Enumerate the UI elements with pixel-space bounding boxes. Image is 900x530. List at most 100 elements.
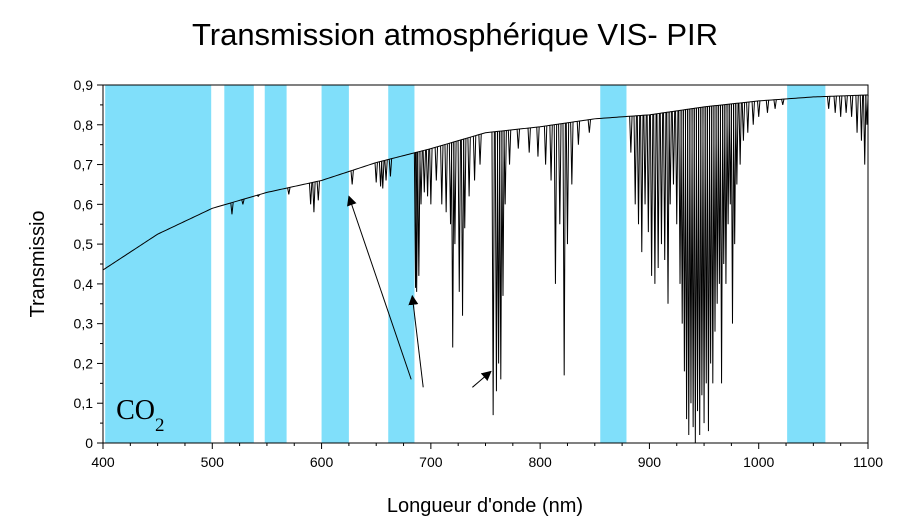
x-tick-label: 1100 <box>853 454 883 470</box>
absorption-line <box>704 106 708 384</box>
y-axis-ticks: 0 0,1 0,2 0,3 0,4 0,5 0,6 0,7 0,8 0,9 <box>74 77 103 451</box>
absorption-line <box>726 104 730 225</box>
absorption-line <box>457 140 461 292</box>
absorption-line <box>429 148 433 205</box>
highlight-band <box>224 85 254 443</box>
absorption-line <box>536 126 540 157</box>
absorption-line <box>668 111 672 205</box>
absorption-line <box>425 149 430 197</box>
co2-arrow <box>472 370 492 388</box>
absorption-line <box>691 108 695 428</box>
absorption-line <box>675 110 679 225</box>
absorption-line <box>384 160 388 181</box>
absorption-line <box>308 182 313 205</box>
absorption-line <box>732 103 737 245</box>
absorption-line <box>730 103 735 324</box>
y-tick-label: 0,3 <box>74 316 94 332</box>
absorption-line <box>451 142 455 348</box>
y-tick-label: 0,5 <box>74 236 94 252</box>
absorption-line <box>417 151 421 276</box>
absorption-line <box>463 138 467 229</box>
y-tick-label: 0,1 <box>74 395 94 411</box>
absorption-line <box>496 131 501 364</box>
absorption-line <box>636 115 641 225</box>
absorption-line <box>838 95 843 117</box>
absorption-line <box>833 96 837 113</box>
absorption-line <box>350 170 354 185</box>
y-tick-label: 0 <box>85 435 93 451</box>
absorption-line <box>374 162 378 183</box>
absorption-line <box>527 127 531 153</box>
absorption-line <box>781 99 785 105</box>
absorption-line <box>724 104 728 284</box>
absorption-line <box>460 139 465 316</box>
absorption-line <box>859 95 864 141</box>
absorption-line <box>653 114 657 284</box>
absorption-line <box>241 199 245 205</box>
absorption-line <box>844 95 848 113</box>
transmission-series <box>102 94 869 444</box>
absorption-line <box>453 141 457 245</box>
absorption-line <box>722 104 726 265</box>
x-tick-label: 1000 <box>743 454 774 470</box>
absorption-line <box>666 112 670 304</box>
co2-annotation: CO2 <box>116 195 492 436</box>
absorption-line <box>757 100 761 117</box>
co2-arrow <box>408 294 424 388</box>
absorption-line <box>633 115 637 205</box>
absorption-line <box>659 113 664 245</box>
x-axis-label: Longueur d'onde (nm) <box>387 495 583 517</box>
y-axis-label: Transmissio <box>27 210 49 317</box>
co2-label: CO2 <box>116 395 164 436</box>
y-tick-label: 0,7 <box>74 157 94 173</box>
absorption-line <box>316 181 320 201</box>
absorption-line <box>381 160 385 189</box>
highlight-band <box>787 85 826 443</box>
absorption-line <box>565 122 570 245</box>
absorption-line <box>516 129 520 149</box>
absorption-line <box>649 114 654 276</box>
absorption-line <box>765 100 770 113</box>
absorption-line <box>570 122 574 185</box>
absorption-line <box>419 151 423 205</box>
x-tick-label: 600 <box>310 454 334 470</box>
y-tick-label: 0,6 <box>74 196 94 212</box>
absorption-line <box>702 106 706 424</box>
absorption-line <box>499 131 503 380</box>
absorption-line <box>434 147 439 181</box>
absorption-line <box>629 116 633 153</box>
absorption-line <box>687 109 691 436</box>
absorption-line <box>849 95 854 117</box>
absorption-line <box>478 134 482 165</box>
x-tick-label: 700 <box>419 454 443 470</box>
absorption-line <box>414 152 419 292</box>
absorption-line <box>413 152 418 288</box>
absorption-line <box>826 96 831 109</box>
absorption-line <box>444 144 448 213</box>
highlight-band <box>264 85 287 443</box>
absorption-line <box>656 113 660 268</box>
x-axis-ticks: 400 500 600 700 800 900 1000 1100 <box>91 443 883 470</box>
absorption-line <box>503 130 507 205</box>
absorption-line <box>741 102 746 141</box>
absorption-line <box>738 102 742 165</box>
absorption-line <box>708 106 713 364</box>
absorption-line <box>706 106 711 432</box>
absorption-line <box>562 123 566 376</box>
absorption-line <box>422 150 426 193</box>
absorption-line <box>507 130 512 165</box>
absorption-line <box>558 123 562 225</box>
absorption-line <box>643 115 647 205</box>
absorption-line <box>378 161 383 187</box>
highlight-band <box>105 85 212 443</box>
x-tick-label: 900 <box>638 454 662 470</box>
absorption-line <box>472 135 477 181</box>
absorption-line <box>646 114 651 233</box>
absorption-line <box>491 131 495 416</box>
absorption-line <box>684 109 689 420</box>
y-tick-label: 0,4 <box>74 276 94 292</box>
absorption-line <box>640 115 644 253</box>
highlight-band <box>321 85 349 443</box>
absorption-line <box>713 105 717 332</box>
